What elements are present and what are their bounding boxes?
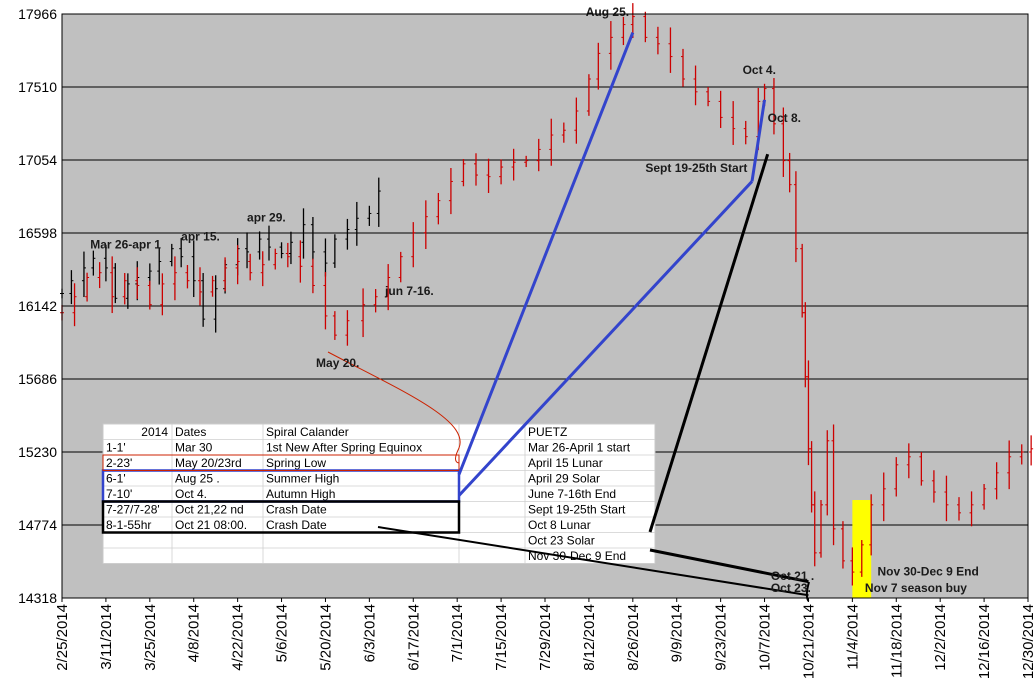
y-tick-label: 17966 [18, 6, 57, 22]
table-cell: April 29 Solar [528, 472, 600, 486]
blue-line-aug25 [457, 32, 635, 476]
black-line-oct8 [648, 153, 770, 533]
x-tick-label: 4/8/2014 [186, 604, 203, 662]
table-cell: Mar 26-April 1 start [528, 441, 631, 455]
table-cell: 8-1-55hr [106, 518, 151, 532]
chart-annotation: Nov 7 season buy [865, 581, 967, 595]
x-tick-label: 2/25/2014 [54, 604, 71, 671]
y-tick-label: 14318 [18, 590, 57, 606]
black-curve-oct23 [805, 581, 810, 602]
table-header-cell: Dates [175, 425, 206, 439]
x-tick-label: 3/25/2014 [142, 604, 159, 671]
table-cell: 7-27/7-28' [106, 503, 160, 517]
table-cell: June 7-16th End [528, 487, 616, 501]
x-tick-label: 7/15/2014 [493, 604, 510, 671]
table-cell: Oct 8 Lunar [528, 518, 591, 532]
table-cell: 2-23' [106, 456, 132, 470]
y-tick-label: 15230 [18, 444, 57, 460]
chart-annotation: Mar 26-apr 1 [90, 238, 161, 252]
chart-annotation: Oct 21 . [771, 569, 814, 583]
y-tick-label: 16142 [18, 298, 57, 314]
black-line-crash-date [377, 526, 809, 597]
x-tick-label: 9/9/2014 [669, 604, 686, 662]
x-tick-label: 12/16/2014 [976, 604, 993, 679]
table-cell: 7-10' [106, 487, 132, 501]
table-cell: 6-1' [106, 472, 126, 486]
x-tick-label: 6/17/2014 [405, 604, 422, 671]
table-cell: May 20/23rd [175, 456, 242, 470]
x-tick-label: 8/26/2014 [625, 604, 642, 671]
red-curve-may20 [327, 351, 461, 464]
chart-annotation: Nov 30-Dec 9 End [877, 564, 978, 578]
chart-annotation: Oct 4. [743, 63, 776, 77]
x-tick-label: 5/6/2014 [274, 604, 291, 662]
chart-annotation: apr 29. [247, 210, 286, 224]
x-tick-label: 10/21/2014 [800, 604, 817, 679]
table-cell: Nov 30-Dec 9 End [528, 549, 626, 563]
chart-annotation: Oct 23. [771, 581, 811, 595]
table-cell: Oct 23 Solar [528, 534, 595, 548]
chart-annotation: apr 15. [181, 230, 220, 244]
x-tick-label: 12/30/2014 [1020, 604, 1036, 679]
x-tick-label: 11/4/2014 [844, 604, 861, 670]
y-tick-label: 17510 [18, 79, 57, 95]
x-tick-label: 5/20/2014 [317, 604, 334, 671]
table-header-cell: PUETZ [528, 425, 567, 439]
x-tick-label: 8/12/2014 [581, 604, 598, 671]
x-tick-label: 12/2/2014 [932, 604, 949, 671]
table-cell: Crash Date [266, 503, 327, 517]
black-table-box [101, 500, 461, 534]
chart-annotation: May 20. [316, 356, 359, 370]
table-cell: Oct 21 08:00. [175, 518, 247, 532]
x-tick-label: 7/1/2014 [449, 604, 466, 662]
table-cell: Spring Low [266, 456, 326, 470]
table-header-cell: 2014 [141, 425, 168, 439]
y-tick-label: 17054 [18, 152, 57, 168]
y-tick-label: 16598 [18, 225, 57, 241]
table-cell: Autumn High [266, 487, 335, 501]
table-cell: Oct 21,22 nd [175, 503, 244, 517]
x-tick-label: 9/23/2014 [713, 604, 730, 671]
chart-annotation: Aug 25. [586, 5, 629, 19]
table-cell: 1-1' [106, 441, 126, 455]
x-tick-label: 7/29/2014 [537, 604, 554, 671]
x-tick-label: 11/18/2014 [888, 604, 905, 678]
blue-line-oct4 [750, 99, 767, 182]
table-cell: Crash Date [266, 518, 327, 532]
chart-annotation: jun 7-16. [384, 284, 434, 298]
table-cell: Mar 30 [175, 441, 213, 455]
table-cell: 1st New After Spring Equinox [266, 441, 422, 455]
y-tick-label: 14774 [18, 517, 57, 533]
chart-annotation: Oct 8. [768, 111, 801, 125]
x-tick-label: 6/3/2014 [361, 604, 378, 662]
blue-line-sept-start [457, 180, 754, 497]
table-cell: Oct 4. [175, 487, 207, 501]
plot-border [61, 13, 1029, 599]
chart-annotation: Sept 19-25th Start [645, 161, 747, 175]
black-line-oct23-solar [649, 548, 809, 584]
table-header-cell: Spiral Calander [266, 425, 349, 439]
table-cell: Summer High [266, 472, 339, 486]
table-cell: Aug 25 . [175, 472, 220, 486]
x-tick-label: 3/11/2014 [98, 604, 115, 670]
x-tick-label: 4/22/2014 [230, 604, 247, 671]
table-cell: Sept 19-25th Start [528, 503, 626, 517]
table-cell: April 15 Lunar [528, 456, 603, 470]
y-tick-label: 15686 [18, 371, 57, 387]
x-tick-label: 10/7/2014 [757, 604, 774, 671]
